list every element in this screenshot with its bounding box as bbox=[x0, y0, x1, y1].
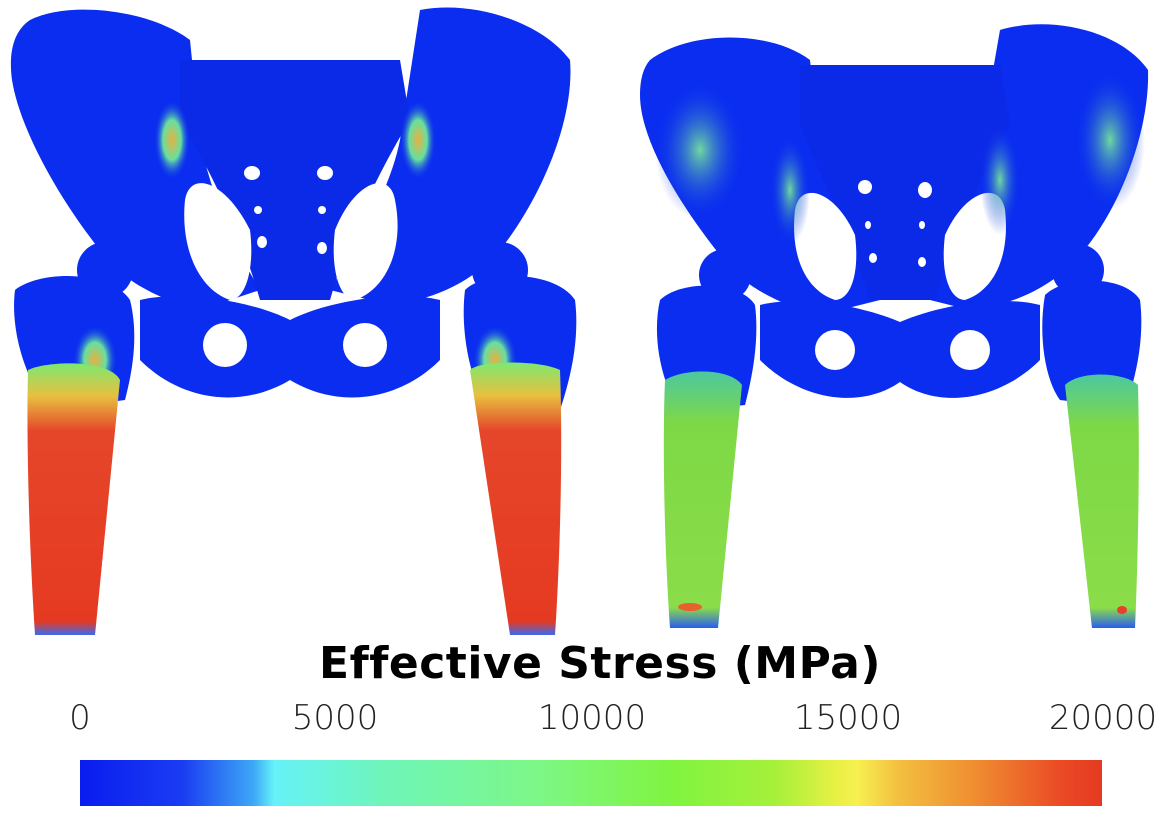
left-pelvis-model bbox=[10, 7, 577, 635]
colorbar-gradient bbox=[80, 760, 1102, 806]
right-pelvis-model bbox=[640, 24, 1149, 628]
colorbar-tick-4: 20000 bbox=[1048, 698, 1158, 738]
colorbar-title: Effective Stress (MPa) bbox=[319, 638, 881, 689]
colorbar-tick-1: 5000 bbox=[291, 698, 379, 738]
fe-stress-figure bbox=[10, 7, 1149, 635]
colorbar-tick-3: 15000 bbox=[793, 698, 903, 738]
colorbar-tick-2: 10000 bbox=[537, 698, 647, 738]
colorbar-tick-0: 0 bbox=[69, 698, 91, 738]
